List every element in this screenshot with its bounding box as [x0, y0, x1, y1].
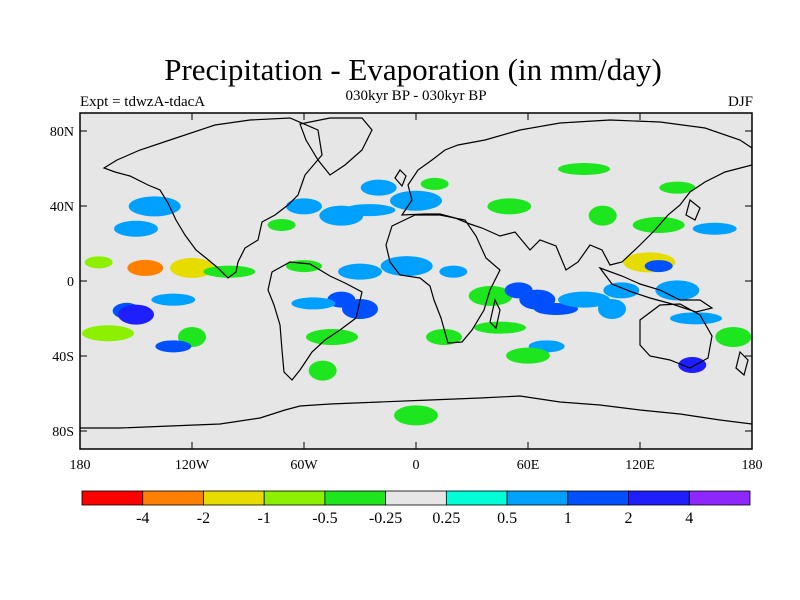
x-axis: 180 120W 60W 0 60E 120E 180	[70, 113, 763, 473]
y-tick-label: 40N	[50, 200, 74, 215]
chart-title: Precipitation - Evaporation (in mm/day)	[164, 52, 662, 87]
x-tick-label: 60E	[517, 458, 540, 473]
colorbar-swatch	[628, 490, 690, 506]
colorbar-label: -1	[258, 510, 271, 527]
colorbar-label: -4	[136, 510, 149, 527]
coastline-eurasia	[400, 119, 752, 271]
coastline-north-america	[102, 117, 323, 279]
x-tick-label: 180	[70, 458, 91, 473]
field-region	[506, 347, 550, 364]
field-region	[598, 299, 626, 319]
field-region	[534, 303, 578, 315]
y-tick-label: 80S	[52, 425, 74, 440]
colorbar-swatch	[688, 490, 751, 506]
colorbar: -4 -2 -1 -0.5 -0.25 0.25 0.5 1 2 4	[81, 490, 751, 527]
colorbar-swatch	[324, 490, 387, 506]
field-region	[343, 204, 396, 217]
colorbar-label: 0.25	[432, 510, 460, 527]
colorbar-swatch	[445, 490, 508, 506]
x-tick-label: 120W	[175, 458, 210, 473]
colorbar-swatch	[385, 490, 447, 506]
field-regions	[82, 163, 752, 426]
field-region	[338, 263, 382, 280]
x-tick-label: 60W	[290, 458, 318, 473]
field-region	[692, 222, 737, 235]
coastline-british-isles	[394, 169, 407, 188]
map-plot-area	[80, 113, 752, 449]
field-region	[558, 163, 610, 175]
field-region	[360, 179, 397, 196]
colorbar-label: 4	[685, 510, 693, 527]
field-region	[426, 329, 462, 345]
colorbar-swatch	[567, 490, 629, 506]
field-region	[151, 293, 196, 306]
field-region	[678, 357, 707, 373]
season-label: DJF	[727, 94, 753, 110]
colorbar-label: 0.5	[497, 510, 517, 527]
field-region	[84, 256, 113, 269]
field-region	[203, 265, 256, 278]
field-region	[644, 260, 673, 273]
x-tick-label: 0	[413, 458, 420, 473]
field-region	[670, 312, 722, 325]
y-tick-label: 80N	[50, 125, 74, 140]
field-region	[390, 190, 442, 211]
field-region	[659, 181, 696, 194]
field-region	[439, 265, 468, 278]
colorbar-label: -2	[197, 510, 210, 527]
colorbar-swatch	[263, 490, 326, 506]
field-region	[170, 257, 214, 278]
field-region	[468, 285, 513, 306]
coastline-maritime-continent	[598, 266, 714, 313]
coastlines	[80, 117, 752, 429]
coastline-australia	[639, 303, 713, 369]
field-region	[380, 256, 433, 277]
coastline-antarctica	[80, 395, 752, 429]
coastline-madagascar	[489, 298, 501, 330]
coastline-new-zealand	[735, 350, 749, 377]
field-region	[308, 360, 337, 381]
field-region	[291, 297, 336, 310]
field-region	[127, 259, 164, 276]
field-region	[114, 220, 158, 237]
coastline-greenland	[299, 117, 373, 176]
field-region	[715, 327, 752, 347]
field-region	[474, 321, 526, 334]
y-axis: 80N 40N 0 40S 80S	[50, 125, 752, 440]
field-region	[487, 198, 532, 215]
x-tick-label: 180	[742, 458, 763, 473]
field-region	[286, 198, 322, 215]
field-region	[155, 340, 192, 353]
field-region	[588, 205, 617, 226]
x-tick-label: 120E	[625, 458, 655, 473]
field-region	[394, 405, 438, 426]
colorbar-swatch	[81, 490, 144, 506]
field-region	[342, 299, 378, 319]
colorbar-label: 1	[564, 510, 572, 527]
field-region	[558, 291, 610, 308]
field-region	[267, 219, 296, 231]
colorbar-label: -0.25	[369, 510, 402, 527]
colorbar-label: 2	[625, 510, 633, 527]
colorbar-swatch	[203, 490, 265, 506]
field-region	[655, 280, 700, 301]
colorbar-label: -0.5	[312, 510, 337, 527]
experiment-label: Expt = tdwzA-tdacA	[80, 94, 206, 110]
field-region	[82, 325, 134, 342]
y-tick-label: 0	[67, 275, 74, 290]
coastline-south-america	[267, 261, 363, 381]
coastline-japan	[685, 198, 701, 221]
field-region	[420, 177, 449, 190]
field-region	[306, 329, 358, 345]
chart-subtitle: 030kyr BP - 030kyr BP	[345, 88, 487, 104]
colorbar-swatch	[506, 490, 569, 506]
field-region	[118, 304, 154, 325]
field-region	[603, 282, 640, 299]
y-tick-label: 40S	[52, 350, 74, 365]
colorbar-swatch	[142, 490, 204, 506]
